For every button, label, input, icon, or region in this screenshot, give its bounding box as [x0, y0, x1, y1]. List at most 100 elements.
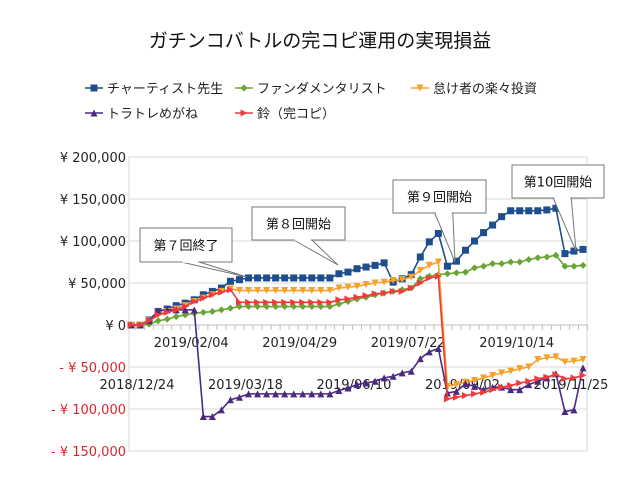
data-point [344, 268, 352, 276]
data-point [561, 262, 569, 270]
legend-marker [240, 84, 248, 92]
data-point [452, 381, 460, 389]
data-point [570, 406, 578, 414]
data-point [534, 207, 542, 215]
data-point [579, 364, 587, 372]
data-point [543, 373, 551, 381]
callout-pointer [181, 261, 248, 278]
data-point [443, 262, 451, 270]
gridlines [128, 156, 588, 452]
data-point [272, 287, 280, 295]
data-point [299, 274, 307, 282]
data-point [371, 377, 379, 385]
data-point [480, 388, 488, 396]
data-point [561, 375, 569, 383]
data-point [480, 262, 488, 270]
callout-pointer [434, 212, 456, 263]
data-point [425, 274, 433, 282]
data-point [136, 321, 144, 329]
data-point [371, 279, 379, 287]
data-point [398, 369, 406, 377]
series-2 [127, 258, 587, 390]
data-point [516, 379, 524, 387]
callout-label: 第７回終了 [153, 238, 218, 254]
data-point [335, 284, 343, 292]
legend-label: 鈴（完コピ） [257, 107, 335, 122]
callout-box [392, 179, 487, 214]
data-point [245, 287, 253, 295]
data-point [181, 306, 189, 314]
data-point [534, 377, 542, 385]
y-tick-label: - ¥ 50,000 [59, 361, 126, 376]
callout-label: 第８回開始 [266, 218, 331, 233]
data-point [245, 298, 253, 306]
data-point [389, 276, 397, 284]
data-point [434, 272, 442, 280]
data-point [461, 268, 469, 276]
data-point [489, 386, 497, 394]
data-point [235, 393, 243, 401]
data-point [290, 390, 298, 398]
data-point [471, 390, 479, 398]
data-point [362, 379, 370, 387]
data-point [534, 355, 542, 363]
data-point [353, 265, 361, 273]
data-point [226, 396, 234, 404]
x-tick-label: 2019/11/25 [533, 378, 608, 393]
data-point [498, 369, 506, 377]
data-point [398, 276, 406, 284]
data-point [471, 264, 479, 272]
x-tick-label: 2019/10/14 [479, 336, 554, 351]
data-point [326, 390, 334, 398]
data-point [308, 274, 316, 282]
data-point [335, 270, 343, 278]
data-point [163, 315, 171, 323]
data-point [353, 293, 361, 301]
y-tick-label: ¥ 150,000 [60, 193, 126, 208]
data-point [217, 406, 225, 414]
data-point [208, 291, 216, 299]
data-point [471, 382, 479, 390]
data-point [570, 247, 578, 255]
data-point [534, 375, 542, 383]
data-point [245, 274, 253, 282]
data-point [561, 408, 569, 416]
data-point [452, 387, 460, 395]
data-point [516, 365, 524, 373]
callouts: 第７回終了 第８回開始 第９回開始 第10回開始 [139, 164, 605, 278]
data-point [317, 298, 325, 306]
data-point [226, 277, 234, 285]
data-point [290, 287, 298, 295]
data-point [434, 258, 442, 266]
data-point [434, 345, 442, 353]
callout-pointer [293, 239, 339, 266]
callout: 第７回終了 [139, 227, 248, 278]
data-point [525, 377, 533, 385]
data-point [317, 274, 325, 282]
data-point [326, 298, 334, 306]
data-point [344, 384, 352, 392]
data-point [552, 251, 560, 259]
data-point [281, 298, 289, 306]
data-point [416, 253, 424, 261]
data-point [353, 282, 361, 290]
data-point [471, 376, 479, 384]
data-point [154, 311, 162, 319]
legend-marker [90, 84, 98, 92]
data-point [290, 298, 298, 306]
data-point [263, 390, 271, 398]
data-point [507, 367, 515, 375]
callout-box [511, 164, 605, 199]
data-point [471, 237, 479, 245]
legend-label: ファンダメンタリスト [257, 82, 387, 97]
data-point [525, 255, 533, 263]
data-point [217, 288, 225, 296]
data-point [362, 263, 370, 271]
data-point [579, 261, 587, 269]
data-point [452, 257, 460, 265]
data-point [434, 229, 442, 237]
data-point [552, 204, 560, 212]
y-tick-label: - ¥ 150,000 [51, 445, 126, 460]
series-3 [127, 306, 587, 421]
